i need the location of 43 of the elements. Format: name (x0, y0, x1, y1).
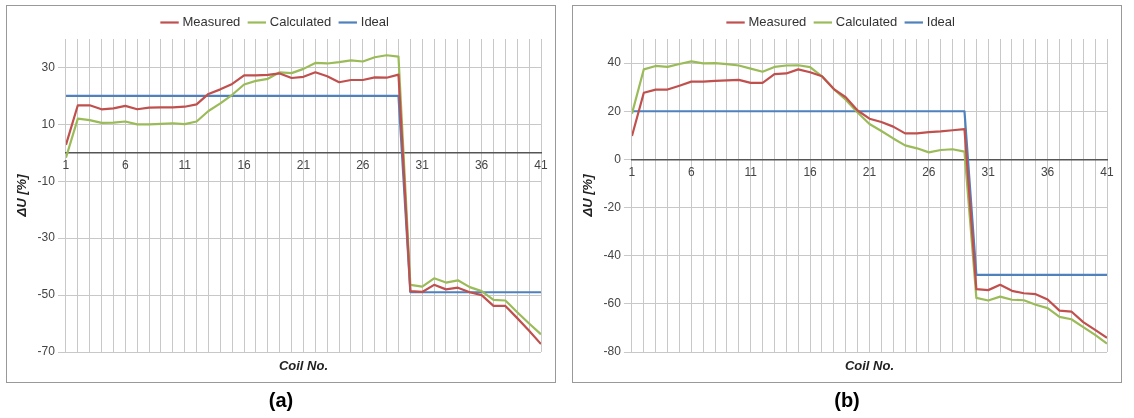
x-tick-label: 21 (296, 158, 311, 173)
text: (b) (833, 389, 861, 412)
x-tick-label: 26 (356, 158, 370, 173)
x-tick-label: 41 (1100, 164, 1114, 179)
legend-label: Ideal (926, 14, 956, 30)
x-axis-title: Coil No. (844, 358, 895, 374)
x-tick-label: 21 (862, 164, 877, 179)
y-tick-label: -80 (603, 344, 622, 359)
legend-label: Measured (182, 14, 241, 30)
y-axis-title: ΔU [%] (14, 173, 30, 218)
y-tick-label: 30 (41, 59, 56, 74)
y-tick-label: -10 (37, 173, 56, 188)
legend-label: Calculated (269, 14, 332, 30)
x-tick-label: 16 (803, 164, 818, 179)
x-tick-label: 6 (687, 164, 695, 179)
x-tick-label: 26 (922, 164, 936, 179)
y-tick-label: -20 (603, 199, 622, 214)
x-tick-label: 1 (62, 158, 70, 173)
x-tick-label: 31 (415, 158, 430, 173)
y-axis-title: ΔU [%] (580, 173, 596, 218)
y-tick-label: 10 (41, 116, 56, 131)
x-tick-label: 41 (534, 158, 548, 173)
y-tick-label: 0 (614, 151, 622, 166)
y-tick-label: 40 (607, 55, 622, 70)
y-tick-label: -50 (37, 287, 56, 302)
x-tick-label: 11 (178, 158, 192, 173)
y-tick-label: -40 (603, 248, 622, 262)
x-tick-label: 6 (121, 158, 129, 173)
y-tick-label: 20 (607, 103, 622, 118)
y-tick-label: -70 (37, 344, 56, 359)
x-tick-label: 36 (1040, 164, 1055, 179)
x-tick-label: 16 (237, 158, 252, 173)
text: (a) (267, 389, 295, 412)
x-tick-label: 11 (744, 164, 758, 179)
y-tick-label: -60 (603, 296, 622, 311)
x-axis-title: Coil No. (278, 358, 329, 374)
legend-label: Ideal (360, 14, 390, 30)
x-tick-label: 1 (628, 164, 636, 179)
legend-label: Calculated (835, 14, 898, 30)
legend-label: Measured (748, 14, 807, 30)
x-tick-label: 31 (981, 164, 996, 179)
x-tick-label: 36 (474, 158, 489, 173)
y-tick-label: -30 (37, 230, 56, 245)
